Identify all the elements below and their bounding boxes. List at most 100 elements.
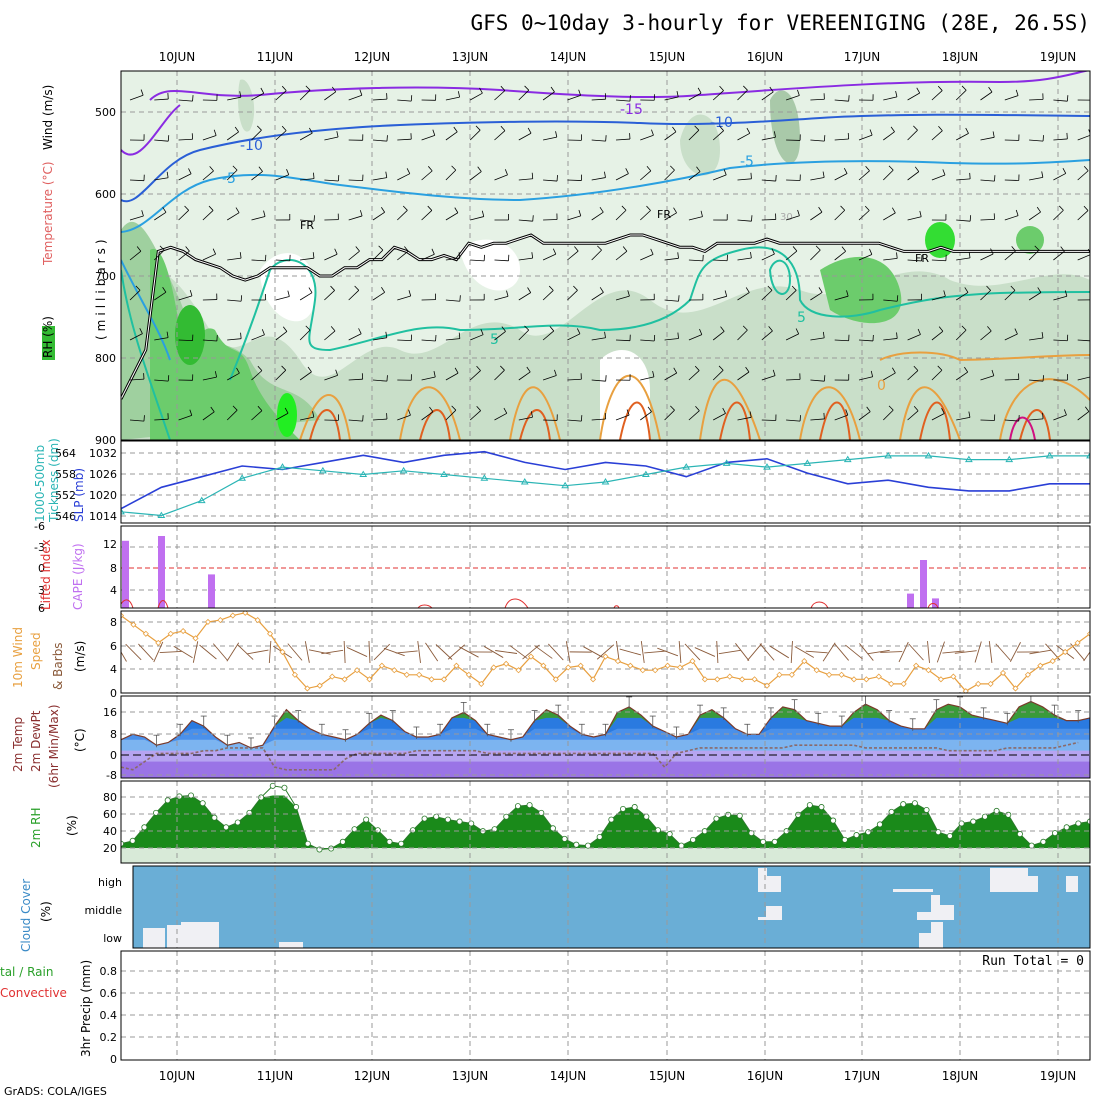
wind-barb xyxy=(664,372,677,381)
wind-barb-flag xyxy=(167,135,170,142)
lifted-index-line xyxy=(121,598,939,608)
wind-barb xyxy=(518,371,531,381)
wind-barb-flag xyxy=(840,205,846,211)
wind-barb xyxy=(664,257,679,261)
wind-barb xyxy=(1077,210,1089,221)
wind-barb xyxy=(300,219,315,222)
surface-barb xyxy=(678,640,682,664)
wind-barb xyxy=(226,131,239,141)
ylabel-cloud: Cloud Cover xyxy=(19,879,33,952)
top-date-label: 15JUN xyxy=(649,50,686,64)
thickness-point xyxy=(318,466,327,474)
wind-barb xyxy=(348,333,362,341)
wind-barb-flag xyxy=(185,246,190,252)
surface-barb xyxy=(495,650,518,654)
wind-barb xyxy=(785,95,800,101)
precip-tick: 0.4 xyxy=(100,1009,118,1022)
contour-label: FR xyxy=(657,208,671,221)
wind-barb-flag xyxy=(677,252,679,259)
temp-tick: 16 xyxy=(103,706,117,719)
wind-speed-point xyxy=(204,618,212,625)
wind-barb xyxy=(542,253,556,261)
wind-barb-flag xyxy=(943,290,946,297)
ylabel-lifted-index: Lifted Index xyxy=(39,539,53,610)
wind-barb xyxy=(834,173,848,181)
wind-barb xyxy=(202,411,215,421)
precip-tick: 0 xyxy=(110,1053,117,1066)
wind-barb xyxy=(737,416,752,421)
wind-barb xyxy=(421,210,433,221)
wind-barb xyxy=(1053,99,1068,102)
li-tick: 3 xyxy=(38,584,45,597)
wind-barb xyxy=(1053,339,1068,342)
rh-point xyxy=(678,842,685,849)
surface-barb xyxy=(308,649,331,655)
wind-barb-flag xyxy=(699,328,703,335)
surface-barb xyxy=(995,643,1011,661)
thickness-point xyxy=(843,455,852,463)
rh-point xyxy=(584,842,591,849)
rh-point xyxy=(153,809,160,816)
rh-point xyxy=(444,816,451,823)
wind-barb xyxy=(154,177,169,181)
wind-barb xyxy=(956,417,971,421)
wind-barb-flag xyxy=(1010,285,1016,291)
wind-barb-flag xyxy=(916,87,921,94)
wind-barb xyxy=(761,219,776,221)
wind-barb-flag xyxy=(433,371,436,378)
wind-barb-flag xyxy=(500,125,506,131)
wind-barb xyxy=(664,409,675,421)
wind-barb-flag xyxy=(990,248,994,255)
wind-barb-flag xyxy=(964,366,969,373)
vertical-gridlines xyxy=(176,526,1059,608)
thickness-point xyxy=(399,466,408,474)
thickness-point xyxy=(197,496,206,504)
wind-barb-flag xyxy=(719,85,724,91)
wind-barb-flag xyxy=(722,407,726,414)
precip-tick: 0.2 xyxy=(100,1031,118,1044)
wind-barb-flag xyxy=(281,365,287,371)
bottom-date-label: 11JUN xyxy=(257,1069,294,1083)
wind-barb xyxy=(469,171,482,181)
wind-barb-flag xyxy=(987,326,992,332)
wind-barb-flag xyxy=(500,365,505,371)
rh-area xyxy=(121,782,1090,863)
wind-barb-flag xyxy=(605,375,607,382)
wind-barb-flag xyxy=(968,251,971,258)
wind-barb xyxy=(445,257,460,261)
wind-barb-flag xyxy=(574,246,579,252)
rh-point xyxy=(328,845,335,852)
thickness-point xyxy=(1086,451,1090,459)
ylabel-barbs: & Barbs xyxy=(51,642,65,690)
surface-barb xyxy=(368,640,371,664)
surface-barb xyxy=(880,651,903,653)
wind-barb-flag xyxy=(309,127,313,134)
wind-barb xyxy=(421,411,434,421)
wind-barb-flag xyxy=(477,166,482,172)
surface-barb xyxy=(759,643,775,661)
wind-barb xyxy=(445,409,457,421)
wind-barb-flag xyxy=(988,86,993,93)
upper-air-panel: -15 -10 -10 -5 -5 5 5 0 FR FR FR 30 500 … xyxy=(41,70,1091,447)
wind-barb-flag xyxy=(500,85,506,91)
wind-barb-flag xyxy=(1084,406,1090,412)
wind-barb xyxy=(251,370,263,381)
surface-barb xyxy=(547,643,564,661)
rh-point xyxy=(748,830,755,837)
wind-barb xyxy=(810,379,825,382)
wind-barb xyxy=(567,215,581,221)
ylabel-speed: Speed xyxy=(29,632,43,670)
thickness-point xyxy=(682,463,691,470)
wind-barb-flag xyxy=(750,172,752,179)
wind-barb xyxy=(688,410,700,421)
wind-barb-flag xyxy=(305,85,311,91)
wind-barb-flag xyxy=(604,171,606,178)
wind-barb xyxy=(542,91,555,101)
rh-point xyxy=(199,800,206,807)
wind-barb-flag xyxy=(359,210,363,217)
wind-barb xyxy=(372,177,387,181)
wind-speed-point xyxy=(217,617,224,624)
wind-speed-point xyxy=(403,671,410,678)
wind-barb xyxy=(154,418,169,421)
wind-barb xyxy=(883,299,898,302)
